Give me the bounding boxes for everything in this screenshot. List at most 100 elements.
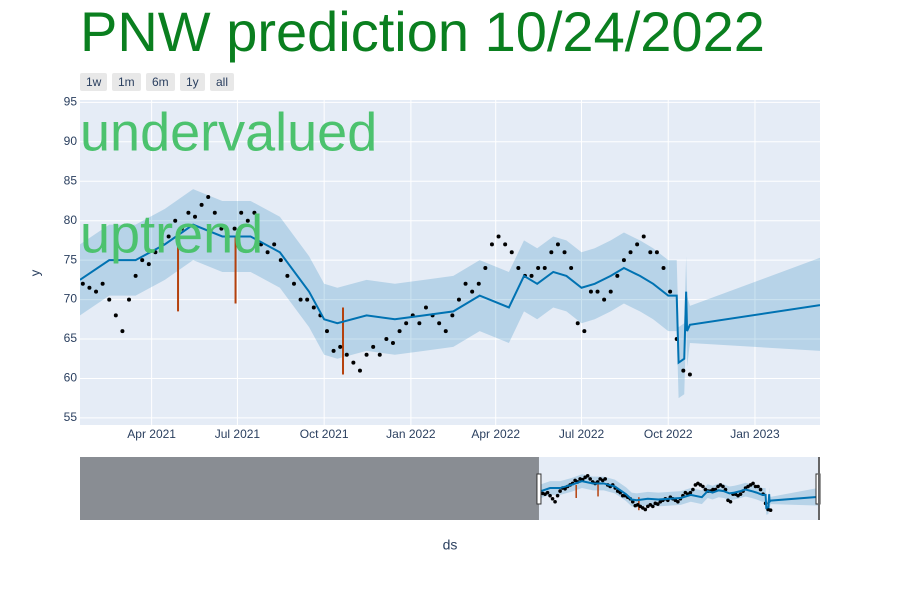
actual-point <box>463 281 468 286</box>
uncertainty-band <box>80 189 820 399</box>
slider-mask <box>80 457 539 520</box>
actual-point <box>212 210 217 215</box>
actual-point <box>476 281 481 286</box>
actual-point <box>417 321 422 326</box>
range-button[interactable]: 1y <box>180 73 205 91</box>
actual-point <box>687 372 692 377</box>
actual-point <box>608 289 613 294</box>
actual-point <box>588 289 593 294</box>
range-button[interactable]: all <box>210 73 235 91</box>
x-tick-label: Jul 2021 <box>215 427 261 441</box>
actual-point <box>701 484 705 489</box>
actual-point <box>756 484 760 489</box>
actual-point <box>80 281 85 286</box>
actual-point <box>166 234 171 239</box>
actual-point <box>377 352 382 357</box>
actual-point <box>239 210 244 215</box>
actual-point <box>558 489 562 493</box>
actual-point <box>357 368 362 373</box>
actual-point <box>628 250 633 255</box>
actual-point <box>681 368 686 373</box>
actual-point <box>602 297 607 302</box>
actual-point <box>549 250 554 255</box>
y-tick-label: 60 <box>64 371 78 385</box>
x-tick-label: Jul 2022 <box>559 427 605 441</box>
plot-background <box>80 100 820 425</box>
actual-point <box>265 250 270 255</box>
actual-point <box>585 474 590 478</box>
actual-point <box>691 487 695 492</box>
actual-point <box>603 477 607 481</box>
actual-point <box>364 352 369 357</box>
actual-point <box>661 266 666 271</box>
x-tick-label: Oct 2021 <box>300 427 349 441</box>
actual-point <box>635 242 640 247</box>
actual-point <box>483 266 488 271</box>
actual-point <box>728 500 733 504</box>
y-axis-title: y <box>27 269 42 276</box>
actual-point <box>711 487 715 492</box>
actual-point <box>219 226 224 231</box>
y-tick-label: 95 <box>64 95 78 109</box>
plot <box>80 189 820 399</box>
actual-point <box>676 500 680 504</box>
actual-point <box>555 493 560 498</box>
actual-point <box>553 500 557 504</box>
actual-point <box>595 289 600 294</box>
annotation: uptrend <box>80 204 263 264</box>
actual-point <box>305 297 310 302</box>
actual-point <box>621 258 626 263</box>
x-axis-title: ds <box>443 537 458 553</box>
actual-point <box>456 297 461 302</box>
actual-point <box>656 502 660 506</box>
actual-point <box>496 234 501 239</box>
x-tick-label: Oct 2022 <box>644 427 693 441</box>
slider-handle[interactable] <box>536 473 542 505</box>
actual-point <box>397 329 402 334</box>
actual-point <box>470 289 475 294</box>
actual-point <box>278 258 283 263</box>
actual-point <box>688 490 693 495</box>
range-button[interactable]: 1w <box>80 73 108 91</box>
actual-point <box>390 340 395 345</box>
actual-point <box>87 285 92 290</box>
actual-point <box>199 202 204 207</box>
actual-point <box>206 195 211 200</box>
actual-point <box>548 493 552 498</box>
y-tick-label: 80 <box>64 213 78 227</box>
y-tick-label: 70 <box>64 292 78 306</box>
actual-point <box>384 337 389 342</box>
actual-point <box>550 496 555 501</box>
x-tick-label: Jan 2023 <box>730 427 780 441</box>
actual-point <box>331 348 336 353</box>
actual-point <box>758 487 763 492</box>
actual-point <box>582 329 587 334</box>
actual-point <box>668 289 673 294</box>
actual-point <box>173 218 178 223</box>
actual-point <box>751 481 755 486</box>
range-button[interactable]: 1m <box>112 73 141 91</box>
x-tick-label: Apr 2022 <box>471 427 520 441</box>
actual-point <box>232 226 237 231</box>
actual-point <box>351 360 356 365</box>
actual-point <box>193 214 198 219</box>
actual-point <box>489 242 494 247</box>
range-button[interactable]: 6m <box>146 73 175 91</box>
actual-point <box>588 477 592 481</box>
actual-point <box>555 242 560 247</box>
actual-point <box>371 344 376 349</box>
actual-point <box>311 305 316 310</box>
actual-point <box>324 329 329 334</box>
actual-point <box>651 504 655 509</box>
actual-point <box>291 281 296 286</box>
actual-point <box>245 218 250 223</box>
actual-point <box>437 321 442 326</box>
actual-point <box>423 305 428 310</box>
actual-point <box>153 250 158 255</box>
actual-point <box>113 313 118 318</box>
actual-point <box>643 507 648 512</box>
actual-point <box>615 273 620 278</box>
y-tick-label: 55 <box>64 410 78 424</box>
x-tick-label: Apr 2021 <box>127 427 176 441</box>
